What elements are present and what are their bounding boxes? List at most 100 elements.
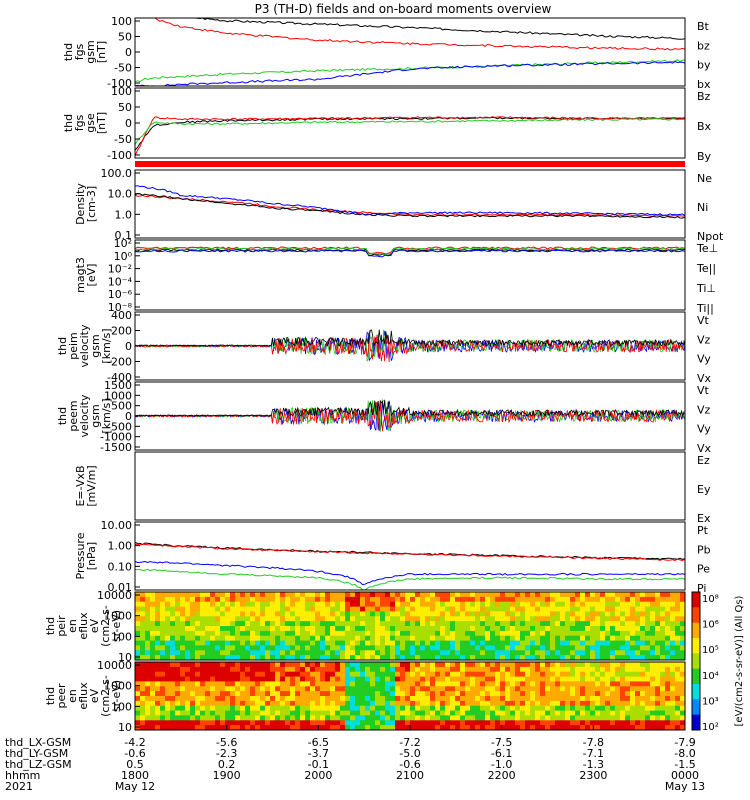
spectrogram-cell [440, 676, 446, 682]
spectrogram-cell [425, 611, 431, 617]
spectrogram-cell [265, 662, 271, 668]
spectrogram-cell [435, 635, 441, 642]
spectrogram-cell [600, 676, 606, 682]
spectrogram-cell [330, 616, 336, 622]
spectrogram-cell [385, 705, 391, 712]
spectrogram-cell [480, 691, 486, 697]
spectrogram-cell [660, 691, 666, 697]
spectrogram-cell [245, 691, 251, 697]
series-Bt [135, 17, 686, 40]
spectrogram-cell [360, 611, 366, 617]
spectrogram-cell [490, 655, 496, 661]
spectrogram-cell [235, 691, 241, 697]
spectrogram-cell [250, 725, 256, 731]
spectrogram-cell [460, 611, 466, 617]
spectrogram-cell [430, 720, 436, 726]
spectrogram-cell [465, 696, 471, 702]
spectrogram-cell [450, 655, 456, 661]
spectrogram-cell [135, 655, 141, 661]
spectrogram-cell [505, 606, 511, 612]
spectrogram-cell [380, 691, 386, 697]
spectrogram-cell [545, 655, 551, 661]
spectrogram-cell [325, 606, 331, 612]
spectrogram-cell [380, 650, 386, 656]
spectrogram-cell [505, 705, 511, 712]
spectrogram-cell [645, 635, 651, 642]
spectrogram-cell [215, 696, 221, 702]
spectrogram-cell [650, 630, 656, 637]
spectrogram-cell [675, 621, 681, 627]
spectrogram-cell [520, 715, 526, 721]
spectrogram-cell [195, 635, 201, 642]
spectrogram-cell [680, 616, 686, 622]
spectrogram-cell [350, 630, 356, 637]
spectrogram-cell [305, 715, 311, 721]
ytick-label: 1000 [104, 389, 132, 402]
spectrogram-cell [210, 650, 216, 656]
spectrogram-cell [410, 686, 416, 692]
spectrogram-cell [185, 601, 191, 608]
spectrogram-cell [530, 616, 536, 622]
spectrogram-cell [585, 705, 591, 712]
spectrogram-cell [430, 630, 436, 637]
spectrogram-cell [310, 616, 316, 622]
ytick-label: -1500 [100, 441, 132, 454]
spectrogram-cell [375, 630, 381, 637]
spectrogram-cell [585, 635, 591, 642]
spectrogram-cell [135, 725, 141, 731]
spectrogram-cell [165, 630, 171, 637]
spectrogram-cell [250, 621, 256, 627]
spectrogram-cell [335, 671, 341, 678]
colorbar-segment [692, 684, 700, 700]
spectrogram-cell [365, 592, 371, 598]
spectrogram-cell [630, 640, 636, 646]
spectrogram-cell [500, 715, 506, 721]
spectrogram-cell [460, 592, 466, 598]
spectrogram-cell [550, 725, 556, 731]
spectrogram-cell [180, 601, 186, 608]
spectrogram-cell [210, 616, 216, 622]
spectrogram-cell [440, 650, 446, 656]
spectrogram-cell [590, 635, 596, 642]
spectrogram-cell [535, 640, 541, 646]
spectrogram-cell [200, 686, 206, 692]
spectrogram-cell [395, 705, 401, 712]
spectrogram-cell [310, 621, 316, 627]
spectrogram-cell [475, 696, 481, 702]
spectrogram-cell [500, 616, 506, 622]
spectrogram-cell [315, 700, 321, 707]
spectrogram-cell [500, 645, 506, 651]
spectrogram-cell [440, 635, 446, 642]
spectrogram-cell [415, 621, 421, 627]
spectrogram-cell [370, 700, 376, 707]
spectrogram-cell [550, 650, 556, 656]
ylabel-line: [nT] [95, 112, 108, 134]
spectrogram-cell [560, 650, 566, 656]
spectrogram-cell [310, 592, 316, 598]
spectrogram-cell [640, 596, 646, 603]
spectrogram-cell [670, 676, 676, 682]
spectrogram-cell [610, 630, 616, 637]
spectrogram-cell [440, 616, 446, 622]
spectrogram-cell [325, 696, 331, 702]
series-By [134, 118, 686, 145]
spectrogram-cell [480, 686, 486, 692]
xaxis-row-label: hhmm [5, 769, 40, 782]
spectrogram-cell [320, 601, 326, 608]
spectrogram-cell [460, 686, 466, 692]
spectrogram-cell [175, 671, 181, 678]
spectrogram-cell [425, 601, 431, 608]
spectrogram-cell [660, 596, 666, 603]
spectrogram-cell [535, 666, 541, 673]
spectrogram-cell [395, 601, 401, 608]
spectrogram-cell [505, 596, 511, 603]
spectrogram-cell [615, 650, 621, 656]
spectrogram-cell [220, 611, 226, 617]
spectrogram-cell [280, 676, 286, 682]
spectrogram-cell [335, 676, 341, 682]
spectrogram-cell [595, 681, 601, 687]
spectrogram-cell [255, 671, 261, 678]
spectrogram-cell [215, 630, 221, 637]
spectrogram-cell [195, 592, 201, 598]
spectrogram-cell [395, 645, 401, 651]
